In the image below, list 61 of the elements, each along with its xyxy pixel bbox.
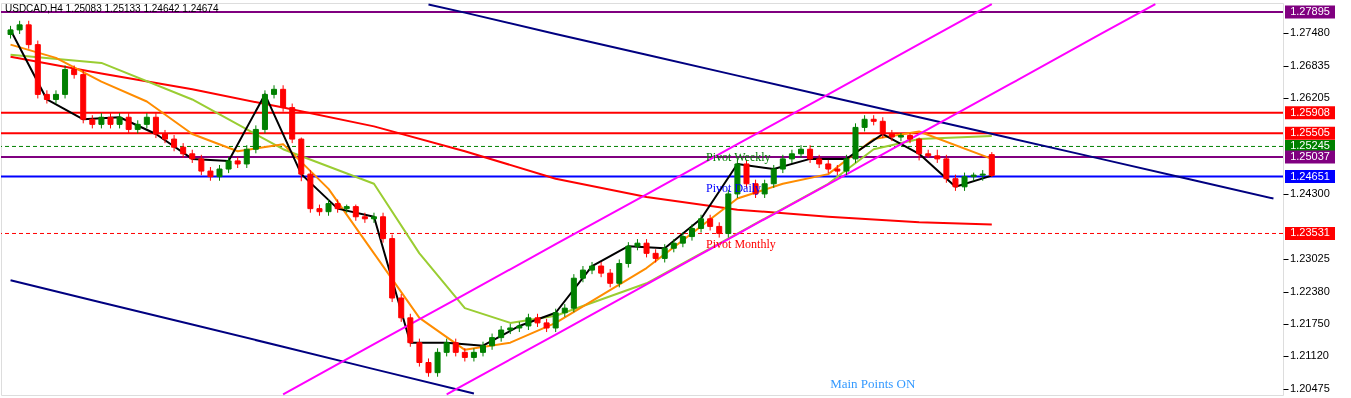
candlestick bbox=[779, 154, 786, 174]
y-tick-label: 1.22380 bbox=[1290, 284, 1330, 297]
candlestick bbox=[843, 154, 850, 176]
candlestick bbox=[307, 169, 314, 214]
candlestick bbox=[634, 238, 641, 251]
candlestick bbox=[643, 238, 650, 258]
candlestick bbox=[625, 241, 632, 269]
line-series bbox=[282, 3, 993, 396]
candlestick bbox=[7, 25, 14, 40]
candlestick bbox=[525, 313, 532, 331]
candlestick bbox=[979, 169, 986, 182]
candlestick bbox=[316, 204, 323, 217]
candlestick bbox=[334, 199, 341, 214]
y-tick-label: 1.23025 bbox=[1290, 252, 1330, 265]
candlestick bbox=[861, 114, 868, 132]
candlestick bbox=[516, 321, 523, 333]
y-tick-label: 1.21120 bbox=[1290, 348, 1329, 361]
candlestick bbox=[416, 338, 423, 368]
candlestick bbox=[98, 112, 105, 129]
ref-line-label: 1.24651 bbox=[1290, 169, 1330, 182]
candlestick bbox=[507, 323, 514, 335]
candlestick bbox=[943, 154, 950, 184]
candlestick bbox=[834, 164, 841, 176]
candlestick bbox=[961, 172, 968, 192]
annotation: Main Points ON bbox=[830, 376, 916, 391]
line-series bbox=[9, 279, 475, 395]
ref-line-label: 1.25505 bbox=[1290, 126, 1330, 139]
y-tick-label: 1.26205 bbox=[1290, 90, 1330, 103]
ref-line-label: 1.23531 bbox=[1290, 226, 1330, 239]
candlestick bbox=[534, 313, 541, 328]
candlestick bbox=[116, 112, 123, 129]
candlestick bbox=[825, 159, 832, 174]
ref-line-label: 1.25037 bbox=[1290, 150, 1330, 163]
ref-line-label: 1.27895 bbox=[1290, 4, 1330, 17]
line-series bbox=[445, 3, 1157, 396]
candlestick bbox=[16, 20, 23, 35]
candlestick bbox=[543, 318, 550, 333]
candlestick bbox=[225, 156, 232, 174]
candlestick bbox=[652, 248, 659, 263]
candlestick bbox=[425, 357, 432, 378]
candlestick bbox=[434, 347, 441, 378]
y-tick-label: 1.20475 bbox=[1290, 381, 1330, 394]
candlestick bbox=[970, 172, 977, 182]
candlestick bbox=[325, 199, 332, 217]
candlestick bbox=[952, 174, 959, 192]
candlestick bbox=[816, 154, 823, 169]
y-tick-label: 1.21750 bbox=[1290, 316, 1330, 329]
y-tick-label: 1.24300 bbox=[1290, 187, 1330, 200]
ref-line-label: 1.25908 bbox=[1290, 105, 1330, 118]
candlestick bbox=[198, 154, 205, 176]
candlestick bbox=[607, 268, 614, 288]
y-tick-label: 1.26835 bbox=[1290, 58, 1330, 71]
line-series bbox=[427, 3, 1275, 200]
y-tick-label: 1.27480 bbox=[1290, 25, 1330, 38]
candlestick bbox=[761, 179, 768, 199]
ref-line-label: 1.25245 bbox=[1290, 139, 1330, 152]
candlestick bbox=[934, 149, 941, 164]
candlestick bbox=[234, 156, 241, 169]
candlestick bbox=[216, 164, 223, 182]
candlestick bbox=[189, 149, 196, 164]
candlestick bbox=[207, 166, 214, 182]
